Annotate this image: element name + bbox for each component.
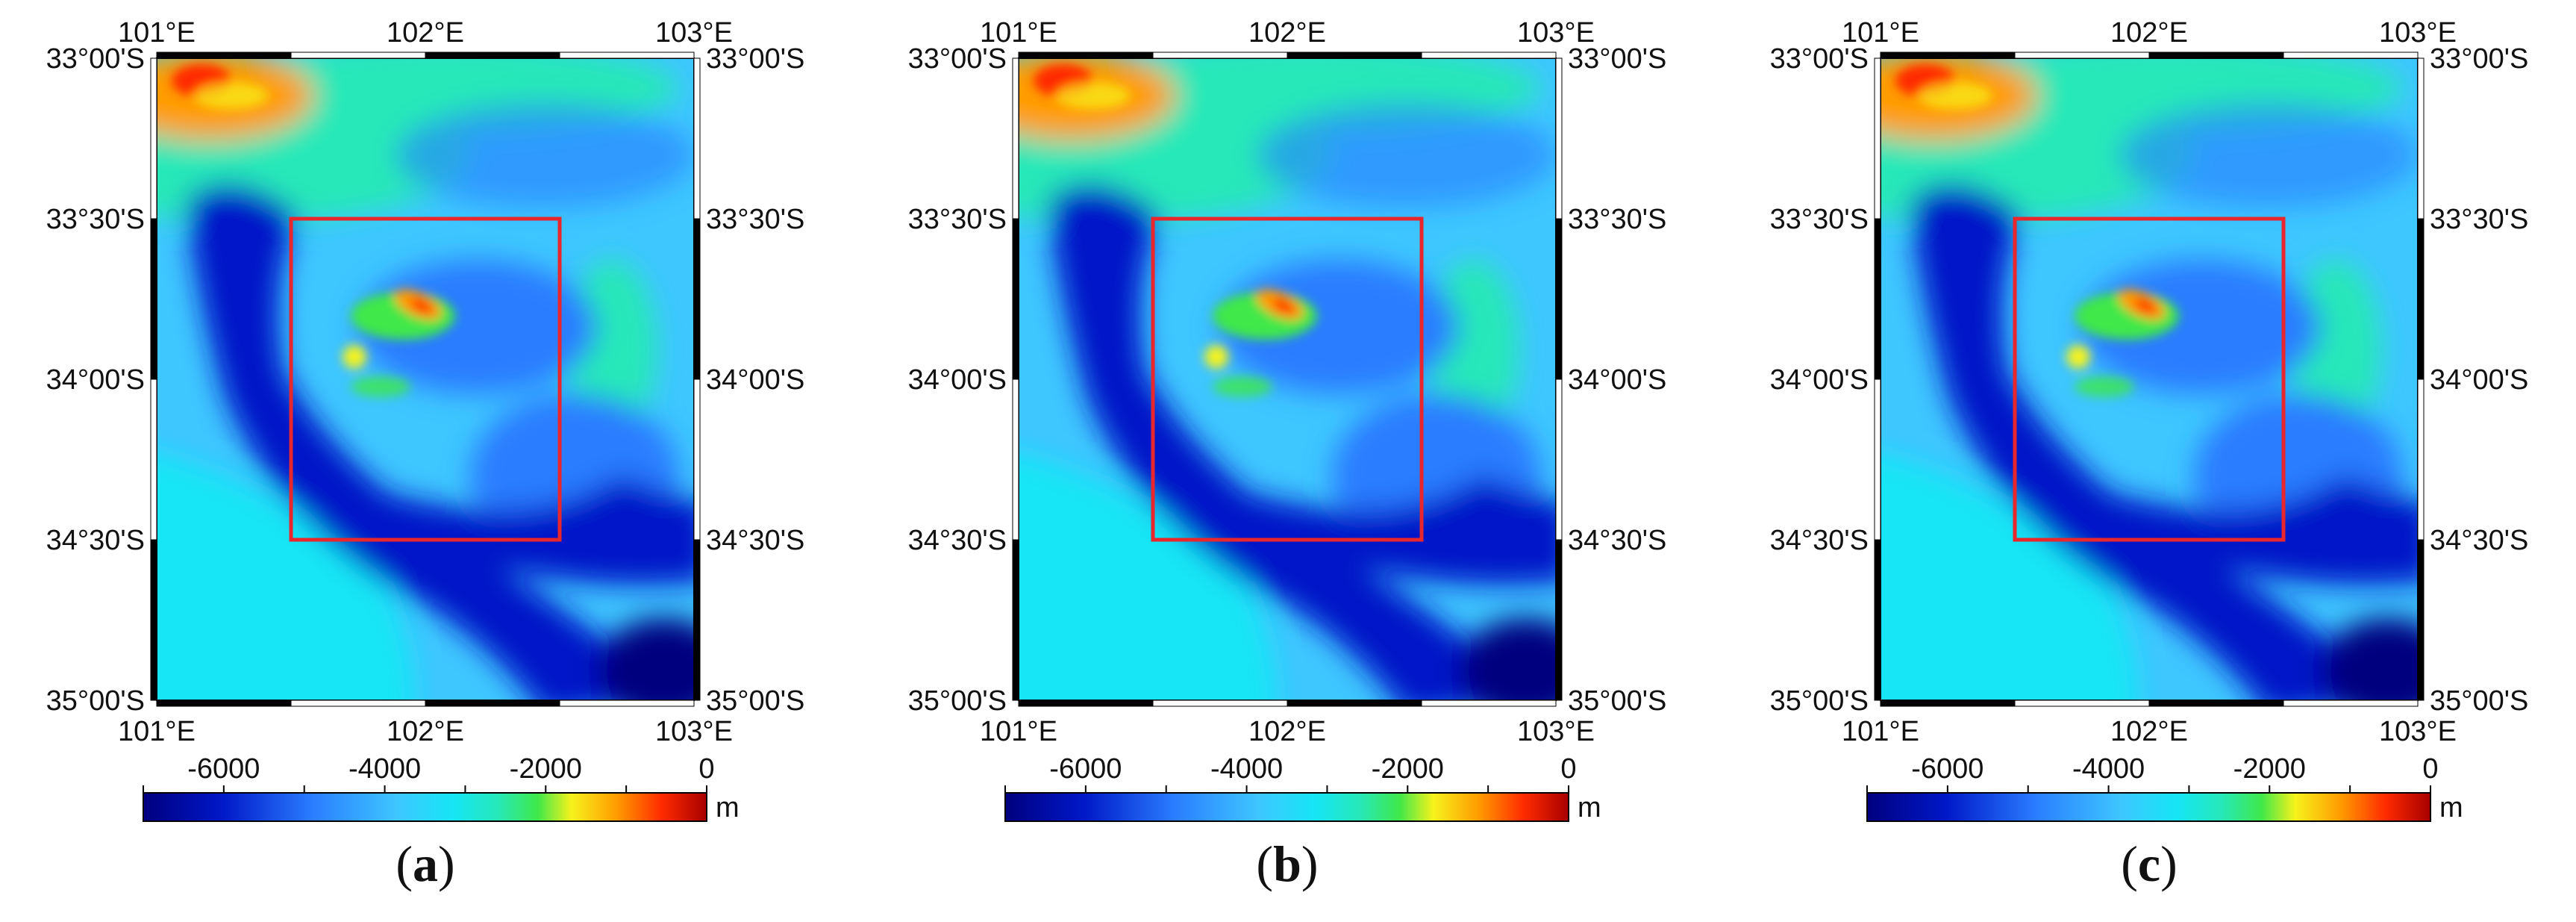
bottom-lon-label: 102°E — [1248, 716, 1326, 747]
left-lat-label: 34°30'S — [46, 525, 145, 556]
map-panel-b: 101°E 101°E 102°E 102°E 103°E 103°E 33°00'S 33°… — [862, 0, 1720, 922]
top-lon-label: 102°E — [1248, 17, 1326, 49]
bathymetry-field — [1019, 58, 1556, 700]
study-area-box — [2013, 217, 2286, 542]
right-lat-label: 33°30'S — [706, 204, 804, 235]
right-lat-label: 34°30'S — [1568, 525, 1666, 556]
bottom-lon-label: 101°E — [1842, 716, 1919, 747]
left-lat-label: 33°00'S — [908, 43, 1007, 75]
top-lon-label: 103°E — [655, 17, 733, 49]
left-lat-label: 33°30'S — [46, 204, 145, 235]
colorbar-tick-label: -6000 — [1911, 753, 1983, 785]
right-lat-label: 34°30'S — [2430, 525, 2528, 556]
bottom-lon-label: 102°E — [387, 716, 464, 747]
colorbar-tick-label: -2000 — [1372, 753, 1444, 785]
map-frame — [1874, 52, 2425, 707]
left-lat-label: 35°00'S — [46, 685, 145, 717]
top-lon-label: 102°E — [2110, 17, 2188, 49]
left-lat-label: 34°00'S — [908, 364, 1007, 396]
left-lat-label: 33°30'S — [908, 204, 1007, 235]
colorbar-tick-label: -2000 — [510, 753, 582, 785]
right-lat-label: 33°00'S — [1568, 43, 1666, 75]
top-lon-label: 103°E — [1517, 17, 1595, 49]
bottom-lon-label: 101°E — [980, 716, 1057, 747]
panel-caption: (a) — [396, 835, 455, 892]
map-frame — [150, 52, 701, 707]
right-lat-label: 34°00'S — [706, 364, 804, 396]
study-area-box — [1151, 217, 1424, 542]
left-lat-label: 33°30'S — [1770, 204, 1869, 235]
colorbar-tick-label: 0 — [698, 753, 714, 785]
left-lat-label: 33°00'S — [1770, 43, 1869, 75]
right-lat-label: 35°00'S — [1568, 685, 1666, 717]
colorbar-tick-label: -4000 — [2072, 753, 2145, 785]
colorbar — [1004, 792, 1569, 822]
colorbar-tick-label: -6000 — [187, 753, 260, 785]
colorbar — [1866, 792, 2431, 822]
panel-caption-letter: c — [2137, 835, 2161, 892]
bottom-lon-label: 102°E — [2110, 716, 2188, 747]
bathymetry-field — [157, 58, 694, 700]
map-panel-c: 101°E 101°E 102°E 102°E 103°E 103°E 33°00'S 33°… — [1724, 0, 2576, 922]
colorbar-unit: m — [2439, 792, 2463, 823]
colorbar-tick-label: -6000 — [1049, 753, 1122, 785]
colorbar-tick-label: -4000 — [1210, 753, 1283, 785]
right-lat-label: 34°00'S — [1568, 364, 1666, 396]
colorbar-tick-label: -2000 — [2233, 753, 2306, 785]
bottom-lon-label: 101°E — [118, 716, 196, 747]
left-lat-label: 34°30'S — [1770, 525, 1869, 556]
right-lat-label: 33°30'S — [2430, 204, 2528, 235]
top-lon-label: 101°E — [118, 17, 196, 49]
panel-caption: (b) — [1256, 835, 1319, 892]
right-lat-label: 33°30'S — [1568, 204, 1666, 235]
left-lat-label: 34°00'S — [1770, 364, 1869, 396]
colorbar-unit: m — [1578, 792, 1601, 823]
right-lat-label: 35°00'S — [706, 685, 804, 717]
left-lat-label: 34°30'S — [908, 525, 1007, 556]
colorbar-tick-label: -4000 — [348, 753, 421, 785]
colorbar-tick-label: 0 — [2422, 753, 2438, 785]
panel-caption: (c) — [2121, 835, 2178, 892]
bottom-lon-label: 103°E — [1517, 716, 1595, 747]
left-lat-label: 35°00'S — [1770, 685, 1869, 717]
top-lon-label: 103°E — [2379, 17, 2457, 49]
colorbar-tick-label: 0 — [1560, 753, 1576, 785]
study-area-box — [289, 217, 562, 542]
panel-caption-letter: a — [413, 835, 438, 892]
top-lon-label: 101°E — [1842, 17, 1919, 49]
colorbar — [143, 792, 707, 822]
right-lat-label: 33°00'S — [706, 43, 804, 75]
bottom-lon-label: 103°E — [655, 716, 733, 747]
left-lat-label: 35°00'S — [908, 685, 1007, 717]
colorbar-unit: m — [716, 792, 740, 823]
left-lat-label: 33°00'S — [46, 43, 145, 75]
top-lon-label: 101°E — [980, 17, 1057, 49]
right-lat-label: 34°30'S — [706, 525, 804, 556]
right-lat-label: 34°00'S — [2430, 364, 2528, 396]
bathymetry-field — [1881, 58, 2418, 700]
right-lat-label: 35°00'S — [2430, 685, 2528, 717]
right-lat-label: 33°00'S — [2430, 43, 2528, 75]
map-frame — [1012, 52, 1563, 707]
panel-caption-letter: b — [1273, 835, 1301, 892]
top-lon-label: 102°E — [387, 17, 464, 49]
bottom-lon-label: 103°E — [2379, 716, 2457, 747]
map-panel-a: 101°E 101°E 102°E 102°E 103°E 103°E 33°00'S 33°… — [0, 0, 858, 922]
left-lat-label: 34°00'S — [46, 364, 145, 396]
